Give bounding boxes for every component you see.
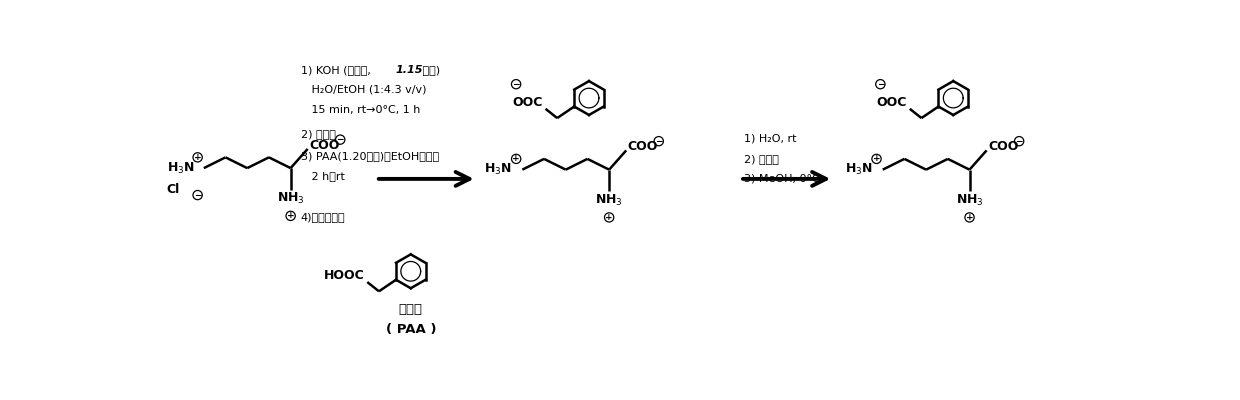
Text: H$_3$N: H$_3$N: [485, 162, 512, 177]
Text: 当量): 当量): [419, 64, 440, 74]
Text: −: −: [877, 80, 884, 89]
Text: 2) 精过滤: 2) 精过滤: [744, 154, 779, 164]
Text: 3) PAA(1.20当量)的EtOH溶液，: 3) PAA(1.20当量)的EtOH溶液，: [300, 151, 439, 161]
Text: H$_3$N: H$_3$N: [166, 160, 195, 176]
Text: OOC: OOC: [877, 96, 906, 109]
Text: −: −: [655, 137, 662, 146]
Text: −: −: [336, 135, 343, 144]
Text: OOC: OOC: [512, 96, 542, 109]
Text: Cl: Cl: [166, 183, 180, 196]
Text: COO: COO: [309, 138, 340, 152]
Text: H$_3$N: H$_3$N: [844, 162, 873, 177]
Text: +: +: [873, 154, 880, 163]
Text: −: −: [512, 80, 520, 89]
Text: 4)粗产物分离: 4)粗产物分离: [300, 212, 345, 222]
Text: 3) MeOH, 0°C: 3) MeOH, 0°C: [744, 174, 820, 184]
Text: +: +: [966, 213, 973, 222]
Text: 2 h，rt: 2 h，rt: [300, 171, 345, 181]
Text: NH$_3$: NH$_3$: [277, 191, 304, 206]
Text: 15 min, rt→0°C, 1 h: 15 min, rt→0°C, 1 h: [300, 105, 420, 115]
Text: HOOC: HOOC: [324, 270, 365, 282]
Text: 1) KOH (水溶液,: 1) KOH (水溶液,: [300, 64, 371, 74]
Text: 苯乙酸: 苯乙酸: [399, 303, 423, 316]
Text: +: +: [286, 211, 294, 220]
Text: +: +: [193, 153, 201, 162]
Text: COO: COO: [988, 140, 1018, 153]
Text: 2) 过滤盐: 2) 过滤盐: [300, 129, 336, 139]
Text: H₂O/EtOH (1:4.3 v/v): H₂O/EtOH (1:4.3 v/v): [300, 84, 427, 94]
Text: +: +: [512, 154, 520, 163]
Text: 1.15: 1.15: [396, 64, 423, 74]
Text: +: +: [605, 213, 613, 222]
Text: ( PAA ): ( PAA ): [386, 322, 436, 336]
Text: COO: COO: [627, 140, 658, 153]
Text: −: −: [1016, 137, 1023, 146]
Text: NH$_3$: NH$_3$: [595, 193, 622, 208]
Text: NH$_3$: NH$_3$: [956, 193, 983, 208]
Text: −: −: [193, 190, 201, 200]
Text: 1) H₂O, rt: 1) H₂O, rt: [744, 134, 796, 144]
